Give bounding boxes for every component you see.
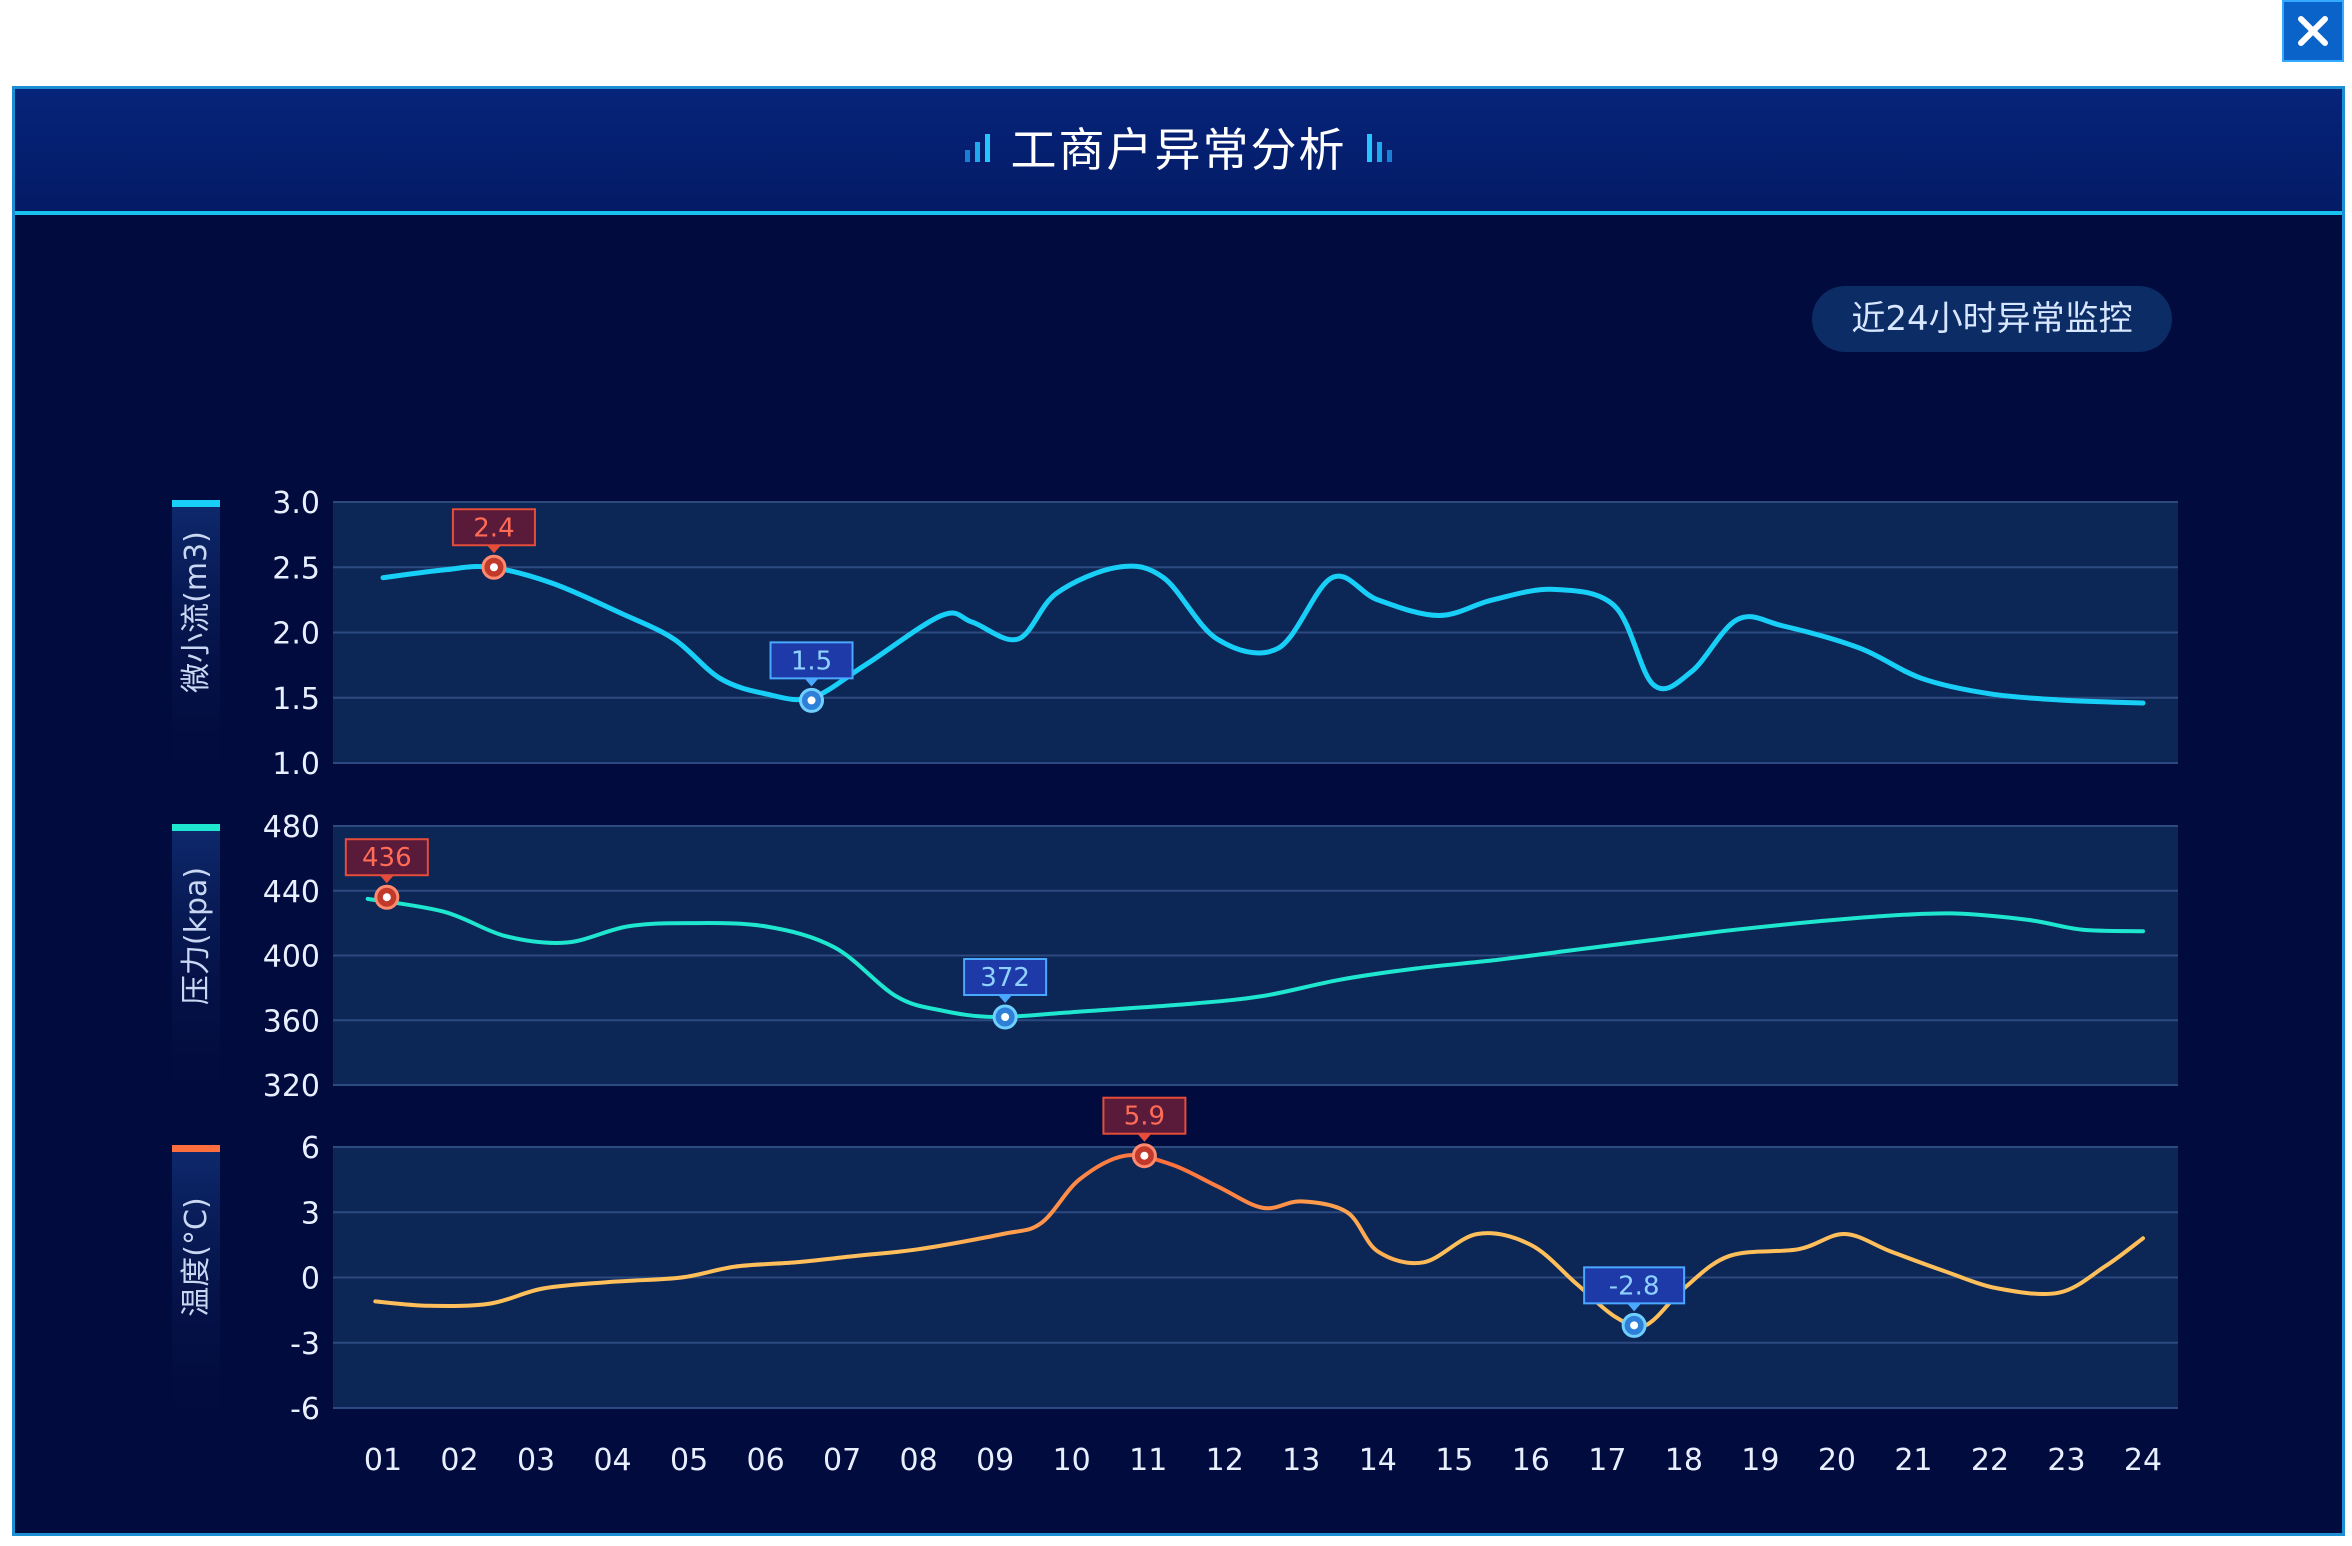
- x-tick-label: 21: [1894, 1443, 1932, 1478]
- x-tick-label: 04: [593, 1443, 631, 1478]
- marker-value-label: 372: [980, 963, 1030, 993]
- y-tick-label: 400: [263, 940, 320, 975]
- marker-value-label: 2.4: [473, 513, 514, 543]
- min-marker-pressure: 372: [963, 958, 1048, 1030]
- panel-header: 工商户异常分析: [15, 89, 2342, 215]
- series-line-pressure: [365, 896, 2145, 1020]
- max-marker-pressure: 436: [344, 838, 429, 910]
- y-tick-label: 3.0: [272, 486, 320, 521]
- marker-label-box: [451, 508, 536, 547]
- marker-pointer: [804, 678, 819, 687]
- marker-pointer: [1137, 1133, 1152, 1142]
- x-tick-label: 12: [1206, 1443, 1244, 1478]
- x-tick-label: 19: [1741, 1443, 1779, 1478]
- marker-pointer: [998, 995, 1013, 1004]
- y-tick-label: 6: [301, 1131, 320, 1166]
- max-marker-flow: 2.4: [451, 508, 536, 580]
- x-tick-label: 20: [1818, 1443, 1856, 1478]
- signal-bars-left-icon: [963, 132, 997, 168]
- x-tick-label: 03: [517, 1443, 555, 1478]
- y-tick-label: 1.5: [272, 682, 320, 717]
- signal-bars-right-icon: [1361, 132, 1395, 168]
- y-tick-label: -3: [290, 1327, 320, 1362]
- y-axis-title-temp: 温度(°C): [179, 1197, 214, 1316]
- x-tick-label: 02: [440, 1443, 478, 1478]
- y-axis-title-flow: 微小流(m3): [179, 531, 214, 693]
- marker-dot-center: [1630, 1321, 1639, 1330]
- close-icon: [2298, 16, 2328, 46]
- x-tick-label: 06: [747, 1443, 785, 1478]
- x-tick-label: 24: [2124, 1443, 2162, 1478]
- x-tick-label: 22: [1971, 1443, 2009, 1478]
- marker-dot-center: [1140, 1151, 1149, 1160]
- y-tick-label: -6: [290, 1392, 320, 1427]
- axis-accent-flow: [172, 500, 220, 507]
- y-tick-label: 1.0: [272, 747, 320, 782]
- marker-label-box: [769, 641, 854, 680]
- y-tick-label: 360: [263, 1004, 320, 1039]
- y-tick-label: 320: [263, 1069, 320, 1104]
- y-tick-label: 0: [301, 1262, 320, 1297]
- marker-pointer: [379, 875, 394, 884]
- max-marker-temp: 5.9: [1102, 1096, 1187, 1169]
- x-tick-label: 10: [1053, 1443, 1091, 1478]
- x-tick-label: 17: [1588, 1443, 1626, 1478]
- y-tick-label: 440: [263, 875, 320, 910]
- marker-value-label: 5.9: [1124, 1102, 1165, 1132]
- x-tick-label: 05: [670, 1443, 708, 1478]
- marker-value-label: 436: [362, 843, 412, 873]
- panel-flow: 1.0 1.5 2.0 2.5 3.0 微小流(m3) 2.4 1.5: [172, 486, 2178, 782]
- marker-value-label: -2.8: [1609, 1271, 1660, 1301]
- marker-dot-center: [382, 893, 391, 902]
- x-tick-label: 08: [900, 1443, 938, 1478]
- axis-accent-temp: [172, 1145, 220, 1152]
- x-tick-label: 14: [1359, 1443, 1397, 1478]
- y-tick-label: 2.0: [272, 617, 320, 652]
- panel-title: 工商户异常分析: [1010, 123, 1347, 177]
- x-tick-label: 15: [1435, 1443, 1473, 1478]
- x-tick-label: 18: [1665, 1443, 1703, 1478]
- y-axis-title-pressure: 压力(kpa): [179, 867, 214, 1005]
- x-tick-label: 07: [823, 1443, 861, 1478]
- marker-dot-center: [489, 563, 498, 572]
- panel-temp: -6 -3 0 3 6 温度(°C) 5.9 -2.8: [172, 1096, 2178, 1427]
- min-marker-temp: -2.8: [1583, 1266, 1686, 1338]
- axis-bar-flow: [172, 500, 220, 775]
- time-range-badge[interactable]: 近24小时异常监控: [1812, 286, 2172, 352]
- panel-pressure: 320 360 400 440 480 压力(kpa) 436 372: [172, 810, 2178, 1104]
- x-tick-label: 11: [1129, 1443, 1167, 1478]
- marker-value-label: 1.5: [791, 646, 832, 676]
- series-line-temp: [373, 1153, 2145, 1329]
- min-marker-flow: 1.5: [769, 641, 854, 713]
- x-tick-label: 09: [976, 1443, 1014, 1478]
- marker-label-box: [1583, 1266, 1686, 1305]
- y-tick-label: 3: [301, 1196, 320, 1231]
- y-tick-label: 480: [263, 810, 320, 845]
- marker-dot-center: [1001, 1013, 1010, 1022]
- marker-pointer: [486, 545, 501, 554]
- x-tick-label: 16: [1512, 1443, 1550, 1478]
- series-line-flow: [380, 563, 2146, 706]
- axis-bar-temp: [172, 1145, 220, 1420]
- x-tick-label: 23: [2047, 1443, 2085, 1478]
- axis-accent-pressure: [172, 824, 220, 831]
- close-button[interactable]: [2282, 0, 2344, 62]
- y-tick-label: 2.5: [272, 551, 320, 586]
- marker-dot-center: [807, 696, 816, 705]
- x-tick-label: 13: [1282, 1443, 1320, 1478]
- axis-bar-pressure: [172, 824, 220, 1097]
- marker-pointer: [1627, 1303, 1642, 1312]
- x-tick-label: 01: [364, 1443, 402, 1478]
